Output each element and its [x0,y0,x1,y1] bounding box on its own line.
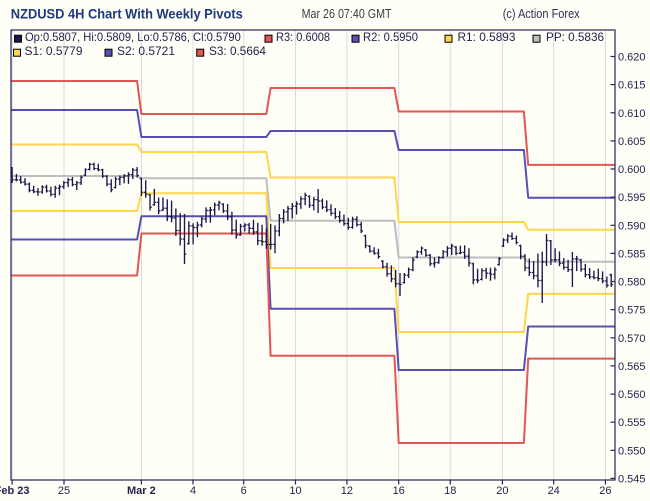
svg-text:S1: 0.5779: S1: 0.5779 [25,44,83,58]
svg-text:0.605: 0.605 [618,136,646,148]
svg-text:S3: 0.5664: S3: 0.5664 [209,44,266,58]
svg-text:0.570: 0.570 [618,333,646,345]
svg-text:20: 20 [496,485,508,497]
svg-text:0.620: 0.620 [618,52,646,64]
svg-text:0.550: 0.550 [618,445,646,457]
svg-text:Mar 26 07:40 GMT: Mar 26 07:40 GMT [302,6,392,21]
svg-text:Op:0.5807, Hi:0.5809, Lo:0.578: Op:0.5807, Hi:0.5809, Lo:0.5786, Cl:0.57… [25,30,241,44]
svg-text:16: 16 [393,485,405,497]
svg-text:0.600: 0.600 [618,164,646,176]
svg-text:R2: 0.5950: R2: 0.5950 [363,30,418,44]
svg-text:R3: 0.6008: R3: 0.6008 [276,30,330,44]
svg-text:0.555: 0.555 [618,417,646,429]
svg-text:0.615: 0.615 [618,80,646,92]
svg-text:PP: 0.5836: PP: 0.5836 [546,30,604,44]
svg-text:24: 24 [548,485,560,497]
svg-text:0.565: 0.565 [618,361,646,373]
svg-text:0.545: 0.545 [618,473,646,485]
svg-text:0.590: 0.590 [618,220,646,232]
svg-text:4: 4 [190,485,196,497]
svg-text:0.595: 0.595 [618,192,646,204]
svg-text:0.610: 0.610 [618,108,646,120]
svg-text:12: 12 [341,485,353,497]
svg-text:26: 26 [599,485,611,497]
svg-text:25: 25 [58,485,70,497]
svg-text:(c) Action Forex: (c) Action Forex [503,6,580,21]
svg-text:NZDUSD 4H Chart With Weekly Pi: NZDUSD 4H Chart With Weekly Pivots [11,5,243,21]
svg-text:0.580: 0.580 [618,277,646,289]
svg-text:0.560: 0.560 [618,389,646,401]
svg-text:Feb 23: Feb 23 [0,485,30,497]
svg-text:0.575: 0.575 [618,305,646,317]
svg-text:6: 6 [241,485,247,497]
svg-text:R1: 0.5893: R1: 0.5893 [458,30,516,44]
svg-text:0.585: 0.585 [618,248,646,260]
svg-text:Mar 2: Mar 2 [127,485,156,497]
svg-text:18: 18 [444,485,456,497]
svg-text:S2: 0.5721: S2: 0.5721 [117,44,175,58]
svg-text:10: 10 [289,485,301,497]
